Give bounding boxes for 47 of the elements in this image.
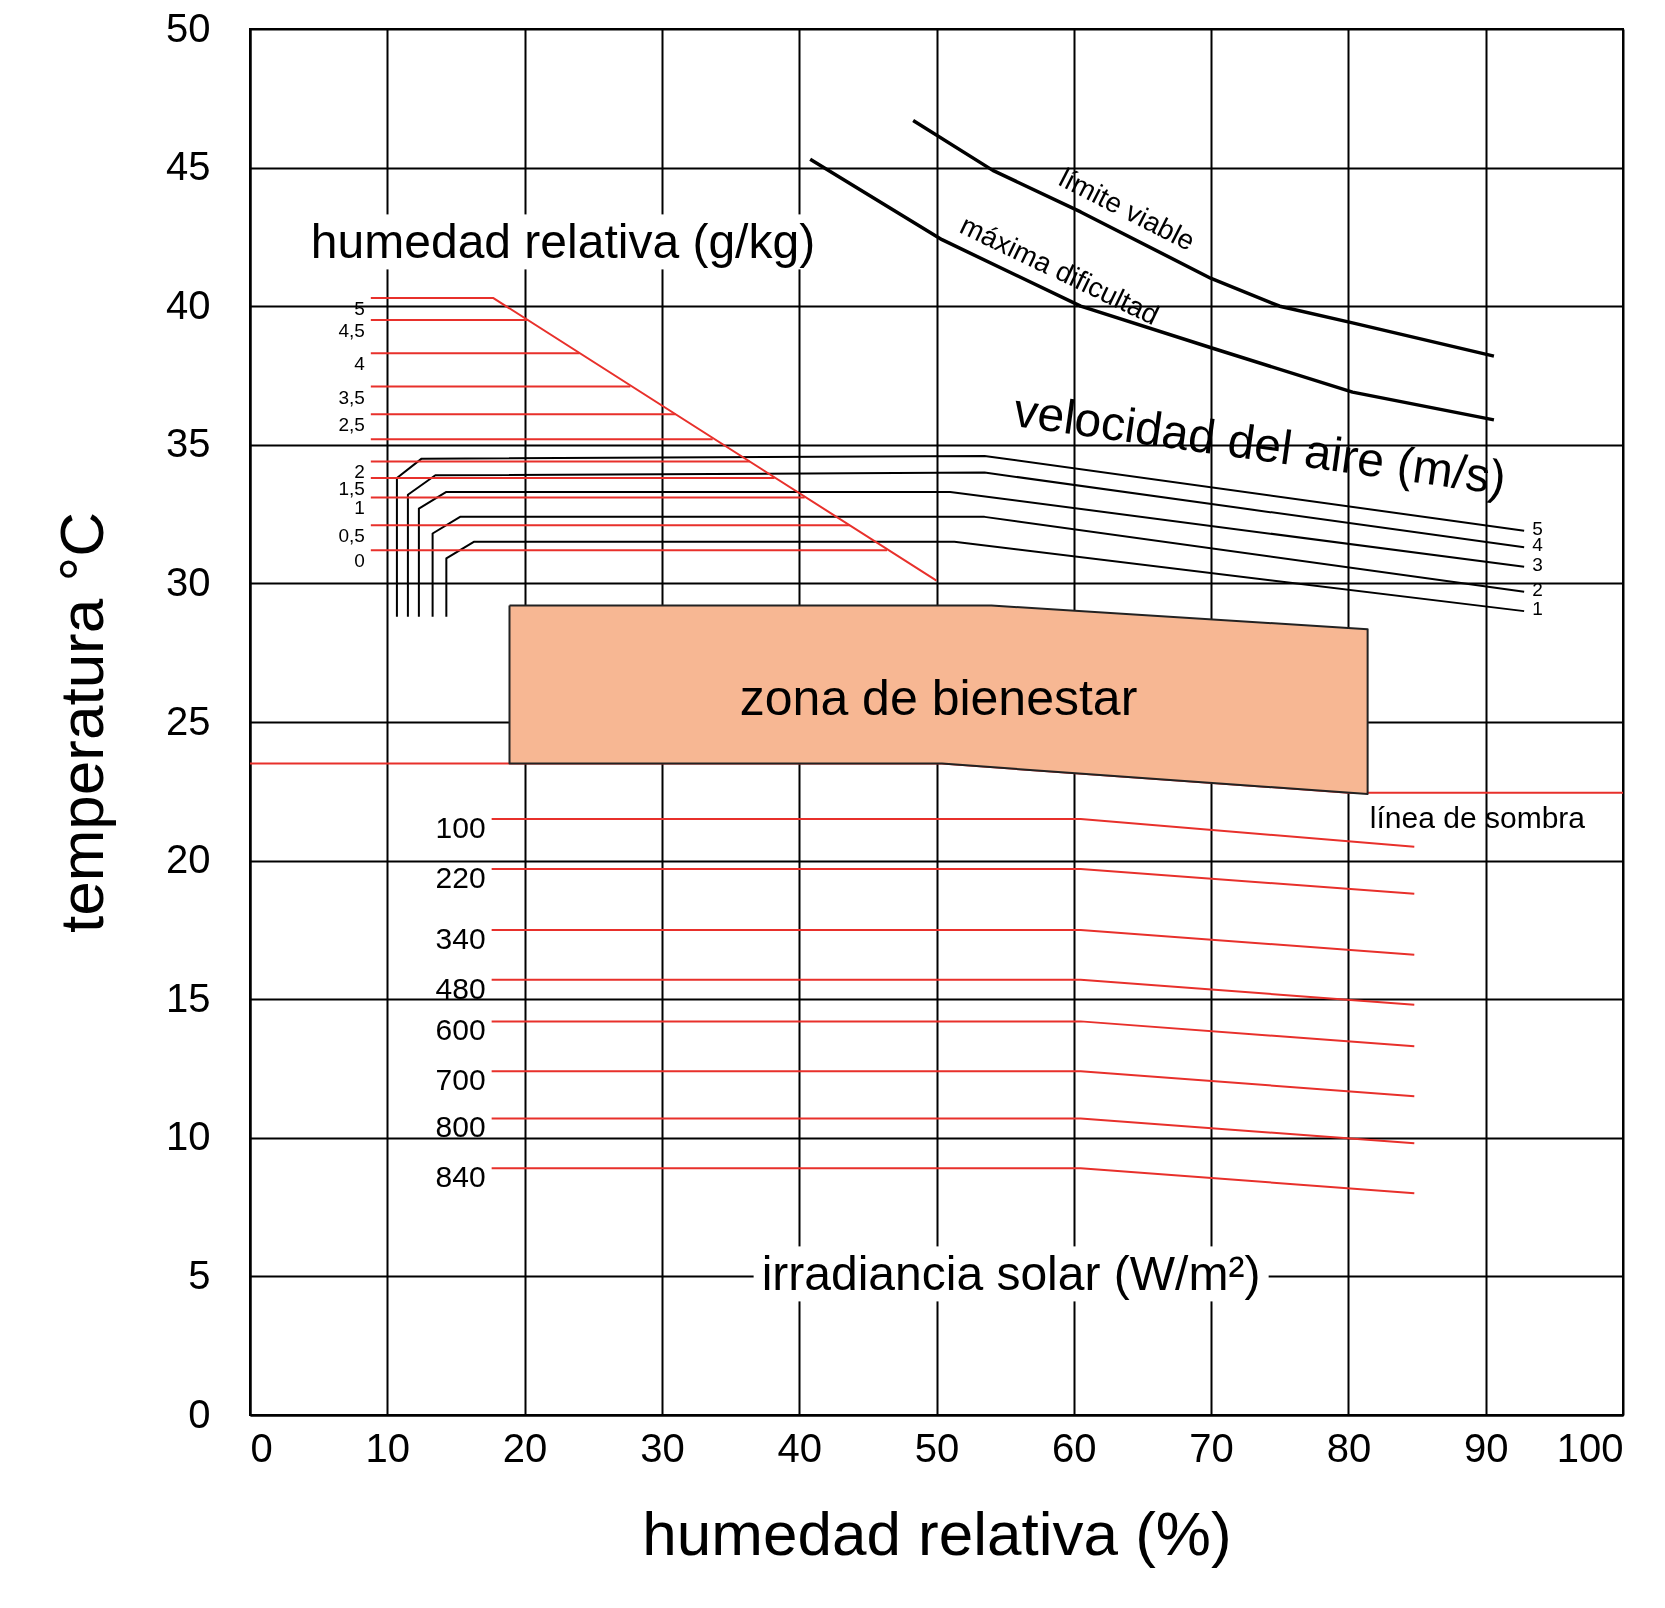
x-tick-label: 90 xyxy=(1463,1425,1509,1470)
series-label: zona de bienestar xyxy=(739,669,1138,726)
y-tick-label: 0 xyxy=(188,1391,211,1436)
x-tick-label: 10 xyxy=(365,1425,411,1470)
y-tick-label: 30 xyxy=(166,559,211,604)
annotation: velocidad del aire (m/s) xyxy=(1009,382,1511,507)
y-tick-label: 40 xyxy=(166,282,211,327)
series-label: 700 xyxy=(435,1063,486,1097)
annotation: humedad relativa (g/kg) xyxy=(302,214,824,270)
y-tick-label: 35 xyxy=(166,421,211,466)
x-tick-label: 60 xyxy=(1052,1425,1097,1470)
series-label: 340 xyxy=(435,921,486,955)
x-tick-label: 0 xyxy=(250,1425,273,1470)
y-tick-label: 10 xyxy=(166,1114,211,1159)
series-label: 600 xyxy=(435,1013,486,1047)
series-label: 0,5 xyxy=(338,525,365,547)
y-tick-label: 50 xyxy=(166,5,211,50)
annotation: irradiancia solar (W/m²) xyxy=(753,1246,1269,1302)
series-label: 4,5 xyxy=(338,320,365,342)
series-label: 3,5 xyxy=(338,386,365,408)
series-label: 480 xyxy=(435,971,486,1005)
x-tick-label: 100 xyxy=(1556,1425,1624,1470)
x-axis-title: humedad relativa (%) xyxy=(642,1498,1232,1568)
series-label: 800 xyxy=(435,1110,486,1144)
series-label: línea de sombra xyxy=(1369,800,1586,834)
x-tick-label: 20 xyxy=(502,1425,548,1470)
series-label: 2,5 xyxy=(338,414,365,436)
x-tick-label: 40 xyxy=(777,1425,822,1470)
x-tick-label: 80 xyxy=(1326,1425,1372,1470)
y-axis-title: temperatura °C xyxy=(47,511,117,934)
series-label: 1 xyxy=(1532,598,1543,620)
y-tick-label: 15 xyxy=(166,975,211,1020)
series-label: 100 xyxy=(435,811,486,845)
x-tick-label: 30 xyxy=(640,1425,685,1470)
y-tick-label: 5 xyxy=(188,1252,211,1297)
series-label: 220 xyxy=(435,860,486,894)
series-label: 0 xyxy=(354,550,365,572)
text: límite viable xyxy=(1054,161,1200,257)
series-label: 1 xyxy=(354,497,365,519)
y-tick-label: 45 xyxy=(166,144,211,189)
x-tick-label: 50 xyxy=(914,1425,960,1470)
series-label: 3 xyxy=(1532,553,1543,575)
y-tick-label: 25 xyxy=(166,698,211,743)
series-label: 840 xyxy=(435,1160,486,1194)
y-tick-label: 20 xyxy=(166,837,211,882)
series-label: 4 xyxy=(354,353,366,375)
x-tick-label: 70 xyxy=(1189,1425,1234,1470)
